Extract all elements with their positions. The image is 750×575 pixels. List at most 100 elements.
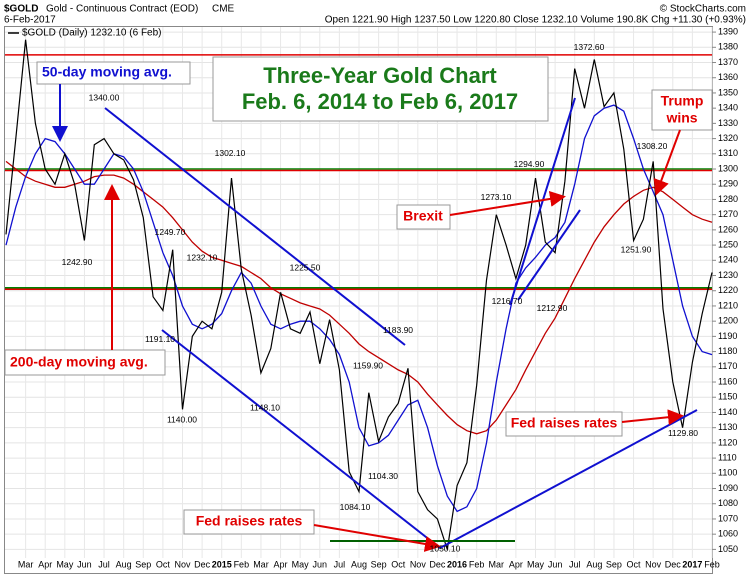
- x-tick-label: Apr: [509, 559, 523, 569]
- title-box: [212, 56, 549, 122]
- price-label: 1225.50: [290, 263, 321, 273]
- x-tick-label: Aug: [586, 559, 602, 569]
- x-tick-label: Dec: [665, 559, 682, 569]
- y-tick-label: 1220: [718, 285, 738, 295]
- exchange: CME: [212, 4, 235, 15]
- price-label: 1242.90: [62, 257, 93, 267]
- x-tick-label: Oct: [627, 559, 642, 569]
- y-tick-label: 1080: [718, 498, 738, 508]
- x-tick-label: May: [527, 559, 545, 569]
- y-tick-label: 1120: [718, 437, 737, 447]
- y-tick-label: 1350: [718, 87, 738, 97]
- y-tick-label: 1170: [718, 361, 737, 371]
- y-tick-label: 1100: [718, 468, 737, 478]
- x-tick-label: May: [292, 559, 310, 569]
- price-label: 1216.70: [492, 296, 523, 306]
- x-tick-label: Mar: [18, 559, 34, 569]
- y-tick-label: 1270: [718, 209, 738, 219]
- annotation-box: [36, 61, 191, 85]
- x-tick-label: 2017: [682, 559, 702, 569]
- x-tick-label: Oct: [156, 559, 171, 569]
- y-tick-label: 1340: [718, 103, 738, 113]
- y-tick-label: 1050: [718, 544, 738, 554]
- price-label: 1302.10: [215, 148, 246, 158]
- annotation-box: [396, 204, 451, 230]
- annotation-arrow: [449, 191, 566, 216]
- y-tick-label: 1370: [718, 57, 738, 67]
- x-tick-label: Sep: [371, 559, 387, 569]
- credit: © StockCharts.com: [660, 4, 746, 15]
- annotation-box: [505, 411, 623, 437]
- y-tick-label: 1330: [718, 118, 738, 128]
- price-label: 1148.10: [250, 402, 280, 412]
- y-tick-label: 1230: [718, 270, 738, 280]
- x-tick-label: Mar: [489, 559, 505, 569]
- x-tick-label: Jul: [569, 559, 581, 569]
- x-tick-label: Dec: [429, 559, 446, 569]
- y-tick-label: 1140: [718, 407, 737, 417]
- price-label: 1183.90: [383, 325, 413, 335]
- annotation-arrow: [621, 409, 684, 426]
- annotation: 50-day moving avg.: [42, 64, 172, 80]
- price-label: 1340.00: [89, 92, 120, 102]
- y-tick-label: 1390: [718, 26, 738, 36]
- series-line: [5, 104, 713, 513]
- y-tick-label: 1360: [718, 72, 738, 82]
- x-tick-label: 2016: [447, 559, 467, 569]
- subtitle: Feb. 6, 2014 to Feb 6, 2017: [242, 89, 518, 114]
- annotation-arrow: [653, 129, 681, 196]
- annotation: Brexit: [403, 208, 443, 224]
- x-tick-label: Apr: [38, 559, 52, 569]
- y-tick-label: 1190: [718, 331, 737, 341]
- price-label: 1084.10: [340, 502, 371, 512]
- instrument-name: Gold - Continuous Contract (EOD): [46, 4, 198, 15]
- y-tick-label: 1250: [718, 239, 738, 249]
- x-tick-label: Aug: [351, 559, 367, 569]
- annotation-box: [651, 89, 713, 131]
- y-tick-label: 1210: [718, 300, 738, 310]
- x-tick-label: Feb: [234, 559, 250, 569]
- y-tick-label: 1320: [718, 133, 738, 143]
- price-label: 1249.70: [155, 227, 186, 237]
- x-tick-label: Sep: [606, 559, 622, 569]
- trend-line: [509, 97, 576, 306]
- y-tick-label: 1260: [718, 224, 738, 234]
- x-tick-label: Mar: [253, 559, 269, 569]
- annotation-arrow: [313, 524, 441, 552]
- price-label: 1191.10: [145, 334, 175, 344]
- x-tick-label: Sep: [135, 559, 151, 569]
- symbol: $GOLD: [4, 4, 38, 15]
- y-tick-label: 1280: [718, 194, 738, 204]
- trend-line: [517, 209, 581, 301]
- y-tick-label: 1110: [718, 452, 737, 462]
- y-tick-label: 1290: [718, 179, 738, 189]
- y-tick-label: 1090: [718, 483, 738, 493]
- x-tick-label: May: [56, 559, 74, 569]
- annotation-box: [4, 349, 166, 376]
- x-tick-label: Jun: [313, 559, 328, 569]
- y-tick-label: 1060: [718, 529, 738, 539]
- x-tick-label: Jul: [98, 559, 110, 569]
- x-tick-label: Nov: [645, 559, 662, 569]
- x-tick-label: Nov: [174, 559, 191, 569]
- x-tick-label: Jul: [334, 559, 346, 569]
- trend-line: [104, 107, 406, 346]
- series-line: [5, 39, 713, 550]
- price-label: 1251.90: [621, 244, 652, 254]
- x-tick-label: Oct: [391, 559, 406, 569]
- x-tick-label: Apr: [274, 559, 288, 569]
- y-tick-label: 1240: [718, 255, 738, 265]
- price-label: 1294.90: [514, 159, 545, 169]
- x-tick-label: Dec: [194, 559, 211, 569]
- y-tick-label: 1070: [718, 513, 738, 523]
- price-label: 1273.10: [481, 192, 512, 202]
- trend-line: [439, 409, 698, 549]
- annotation: Fed raises rates: [196, 513, 303, 529]
- annotation: 200-day moving avg.: [10, 354, 148, 370]
- y-tick-label: 1300: [718, 163, 738, 173]
- x-tick-label: Jun: [548, 559, 563, 569]
- price-label: 1372.60: [574, 42, 605, 52]
- price-label: 1308.20: [637, 141, 668, 151]
- price-label: 1232.10: [187, 253, 218, 263]
- y-tick-label: 1150: [718, 392, 737, 402]
